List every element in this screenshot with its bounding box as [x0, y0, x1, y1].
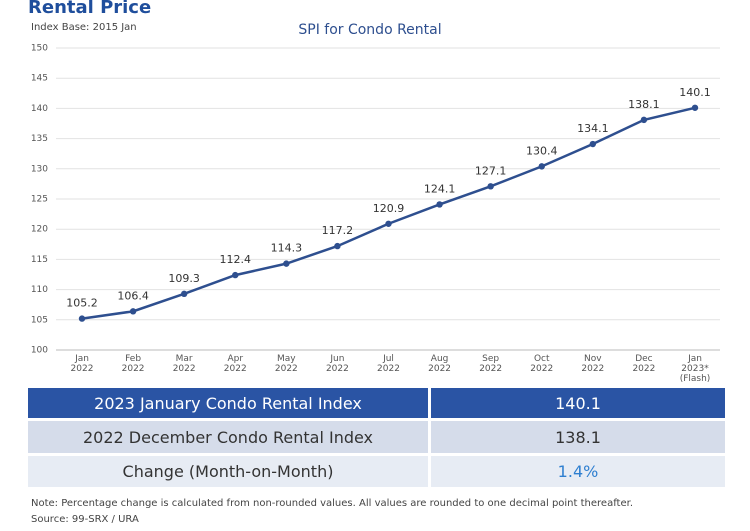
value-label: 106.4	[117, 289, 149, 302]
point	[691, 104, 699, 111]
index-base: Index Base: 2015 Jan	[31, 22, 137, 33]
point	[385, 220, 392, 227]
y-tick-label: 100	[31, 346, 48, 356]
y-tick-label: 145	[31, 74, 48, 84]
value-label: 120.9	[373, 202, 405, 215]
point	[232, 271, 239, 279]
x-tick-label: Jun 2022	[325, 354, 349, 374]
value-label: 127.1	[475, 164, 507, 177]
table-cell: 1.4%	[431, 456, 725, 487]
x-tick-label: Jul 2022	[377, 354, 400, 374]
y-tick-label: 135	[31, 134, 48, 144]
x-tick-label: May 2022	[274, 354, 298, 374]
chart: SPI for Condo Rental 100 105 110 115 120 125 1…	[31, 22, 720, 356]
point	[129, 308, 137, 315]
x-tick-label: Aug 2022	[428, 354, 452, 374]
table-cell: 2023 January Condo Rental Index	[28, 388, 428, 418]
value-label: 124.1	[424, 182, 456, 195]
note: Note: Percentage change is calculated fr…	[31, 498, 633, 509]
x-tick-label: Apr 2022	[223, 354, 247, 374]
page-title: Rental Price	[28, 0, 152, 18]
x-tick-label: Feb 2022	[121, 354, 145, 374]
point	[487, 183, 494, 190]
value-label: 105.2	[66, 297, 98, 310]
table-cell: 138.1	[431, 421, 725, 453]
value-label: 140.1	[679, 86, 711, 99]
table-cell: 140.1	[431, 388, 725, 418]
point	[334, 242, 341, 250]
value-label: 134.1	[577, 122, 609, 135]
source: Source: 99-SRX / URA	[31, 514, 139, 525]
x-tick-label: Mar 2022	[172, 354, 196, 374]
x-tick-label: Dec 2022	[632, 354, 656, 374]
x-tick-label: Jan 2023* (Flash)	[679, 354, 711, 384]
point	[283, 260, 290, 267]
x-tick-label: Nov 2022	[581, 354, 605, 374]
x-tick-label: Jan 2022	[70, 354, 94, 374]
y-tick-label: 125	[31, 195, 48, 205]
y-tick-label: 130	[31, 164, 48, 174]
point	[78, 315, 86, 322]
x-tick-label: Oct 2022	[530, 354, 554, 374]
value-label: 114.3	[271, 242, 303, 255]
point	[436, 201, 443, 208]
table-cell: Change (Month-on-Month)	[28, 456, 428, 487]
table-cell: 2022 December Condo Rental Index	[28, 421, 428, 453]
x-tick-label: Sep 2022	[479, 354, 503, 374]
y-tick-label: 120	[31, 225, 48, 235]
y-tick-label: 115	[31, 255, 48, 265]
point	[538, 163, 545, 170]
y-tick-label: 105	[31, 315, 48, 325]
chart-title: SPI for Condo Rental	[298, 22, 441, 38]
point	[180, 290, 188, 298]
value-label: 112.4	[220, 253, 252, 266]
y-tick-label: 150	[31, 44, 48, 54]
point	[589, 140, 597, 148]
value-label: 117.2	[322, 224, 354, 237]
value-label: 130.4	[526, 144, 558, 157]
point	[640, 116, 648, 124]
y-tick-label: 140	[31, 104, 48, 114]
value-label: 109.3	[168, 272, 200, 285]
value-label: 138.1	[628, 98, 660, 111]
y-tick-label: 110	[31, 285, 48, 295]
